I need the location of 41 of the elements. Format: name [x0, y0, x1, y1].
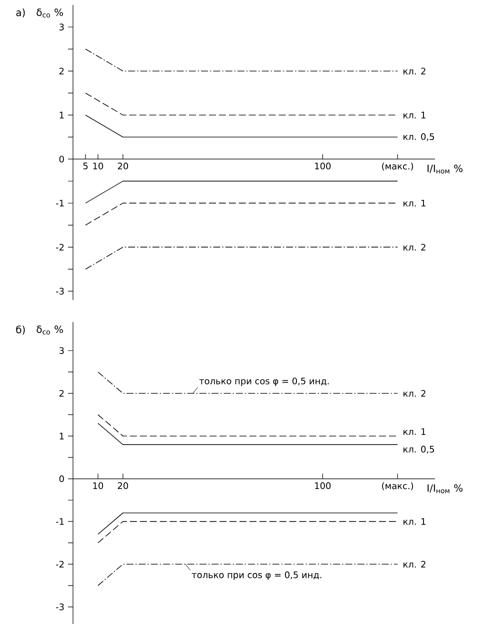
x-tick-label: 10	[93, 482, 104, 490]
y-tick-label: 2	[59, 68, 64, 74]
annotation: только при cos φ = 0,5 инд.	[192, 571, 322, 580]
y-axis-title: δ$_{со}$ %	[36, 8, 63, 18]
series-label: кл. 1	[404, 112, 426, 118]
series-label: кл. 2	[404, 244, 426, 250]
y-tick-label: 1	[60, 112, 64, 118]
y-tick-label: -3	[56, 288, 64, 295]
x-tick-label: 5	[83, 162, 88, 170]
series-label: кл. 2	[404, 390, 426, 397]
y-axis-title: δ$_{со}$ %	[36, 326, 63, 334]
x-tick-label: 100	[315, 162, 331, 170]
y-tick-label: 0	[59, 475, 64, 482]
y-tick-label: -2	[56, 560, 64, 568]
series-label: кл. 2	[404, 560, 426, 568]
y-tick-label: 1	[60, 432, 64, 440]
y-tick-label: 2	[59, 390, 64, 397]
x-tick-label: 20	[118, 162, 128, 170]
x-axis-title: I/I$_{ном}$ %	[428, 164, 463, 174]
y-tick-label: -1	[56, 518, 64, 525]
series-label: кл. 0,5	[404, 446, 434, 454]
series-label: кл. 0,5	[404, 133, 434, 141]
annotation: только при cos φ = 0,5 инд.	[199, 378, 329, 386]
y-tick-label: -2	[56, 244, 64, 250]
x-tick-label: 20	[118, 482, 128, 490]
series-label: кл. 2	[404, 68, 426, 74]
chart-title: а)	[16, 8, 25, 18]
series-label: кл. 1	[404, 428, 426, 435]
series-label: кл. 1	[404, 200, 426, 206]
chart-title: б)	[16, 326, 25, 335]
x-tick-label: (макс.)	[382, 162, 414, 171]
y-tick-label: 3	[59, 347, 64, 354]
x-tick-label: 100	[315, 482, 331, 490]
y-tick-label: 0	[59, 156, 64, 162]
x-tick-label: 10	[93, 162, 104, 170]
x-axis-title: I/I$_{ном}$ %	[428, 484, 463, 494]
y-tick-label: -3	[56, 604, 64, 610]
series-label: кл. 1	[404, 518, 426, 525]
y-tick-label: 3	[59, 24, 64, 30]
x-tick-label: (макс.)	[382, 482, 414, 490]
y-tick-label: -1	[56, 200, 64, 206]
